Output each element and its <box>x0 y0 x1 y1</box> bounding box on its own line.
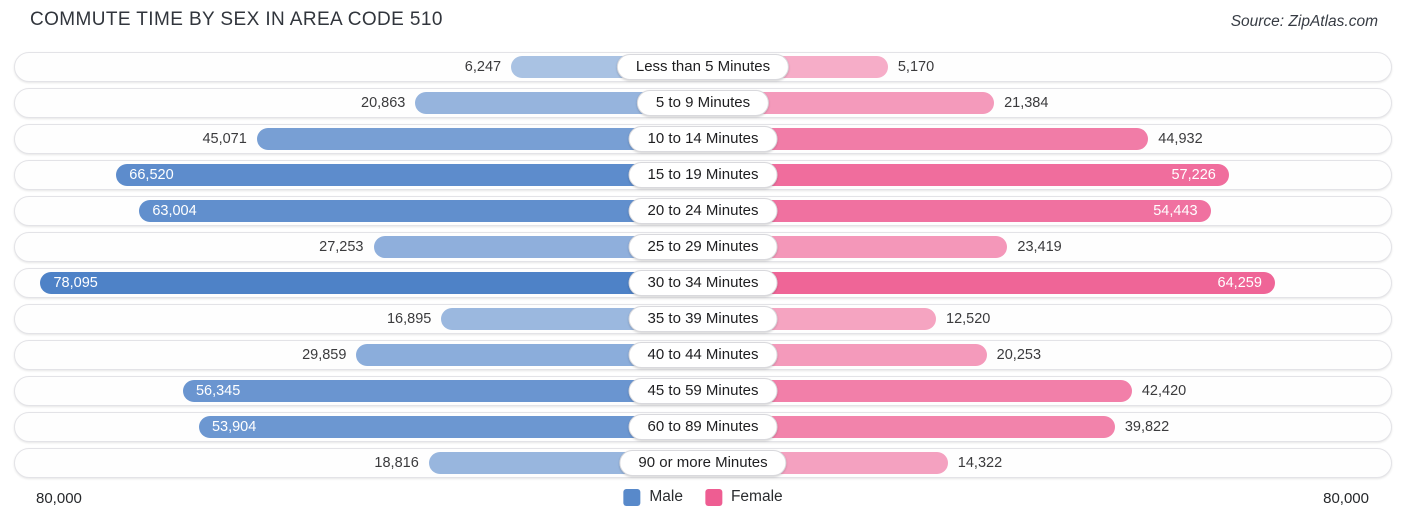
female-value-label: 20,253 <box>996 347 1042 363</box>
male-value-label: 56,345 <box>195 383 241 399</box>
female-value-label: 39,822 <box>1124 419 1170 435</box>
female-value-label: 44,932 <box>1158 131 1203 147</box>
category-pill: 25 to 29 Minutes <box>628 234 778 260</box>
category-pill: 40 to 44 Minutes <box>628 342 778 368</box>
chart-row: 66,520 57,226 15 to 19 Minutes <box>14 160 1392 190</box>
x-axis-max-right: 80,000 <box>1323 490 1369 507</box>
male-value-label: 6,247 <box>464 59 502 75</box>
female-bar: 54,443 <box>703 200 1211 222</box>
male-value-label: 78,095 <box>53 275 98 291</box>
male-bar <box>356 344 703 366</box>
male-bar: 56,345 <box>182 380 703 402</box>
chart-row: 53,904 39,822 60 to 89 Minutes <box>14 412 1392 442</box>
legend: Male Female <box>623 488 783 506</box>
male-value-label: 29,859 <box>302 347 347 363</box>
chart-header: COMMUTE TIME BY SEX IN AREA CODE 510 Sou… <box>0 0 1406 31</box>
female-bar <box>703 92 995 114</box>
category-pill: 35 to 39 Minutes <box>628 306 778 332</box>
male-bar: 63,004 <box>139 200 703 222</box>
male-bar: 53,904 <box>198 416 703 438</box>
female-value-label: 23,419 <box>1017 239 1062 255</box>
male-bar <box>256 128 703 150</box>
chart-row: 27,253 23,419 25 to 29 Minutes <box>14 232 1392 262</box>
female-value-label: 64,259 <box>1217 275 1262 291</box>
chart-row: 29,859 20,253 40 to 44 Minutes <box>14 340 1392 370</box>
male-value-label: 16,895 <box>386 311 432 327</box>
legend-item-male: Male <box>623 488 683 506</box>
female-value-label: 5,170 <box>897 59 935 75</box>
female-bar <box>703 380 1132 402</box>
pyramid-chart: 6,247 5,170 Less than 5 Minutes 20,863 21,38… <box>14 52 1392 484</box>
female-bar <box>703 236 1008 258</box>
legend-item-female: Female <box>704 488 783 506</box>
female-value-label: 42,420 <box>1141 383 1187 399</box>
female-value-label: 14,322 <box>957 455 1003 471</box>
female-bar <box>703 416 1115 438</box>
male-value-label: 45,071 <box>202 131 247 147</box>
male-legend-swatch <box>623 488 641 506</box>
female-value-label: 54,443 <box>1153 203 1198 219</box>
male-value-label: 53,904 <box>211 419 257 435</box>
female-value-label: 21,384 <box>1004 95 1049 111</box>
male-value-label: 63,004 <box>152 203 197 219</box>
x-axis-max-left: 80,000 <box>36 490 82 507</box>
chart-footer: 80,000 Male Female 80,000 <box>0 486 1406 516</box>
female-legend-swatch <box>704 488 722 506</box>
male-value-label: 18,816 <box>374 455 419 471</box>
male-value-label: 27,253 <box>319 239 364 255</box>
male-value-label: 66,520 <box>129 167 174 183</box>
chart-row: 63,004 54,443 20 to 24 Minutes <box>14 196 1392 226</box>
category-pill: 45 to 59 Minutes <box>628 378 778 404</box>
category-pill: 90 or more Minutes <box>619 450 787 476</box>
chart-row: 18,816 14,322 90 or more Minutes <box>14 448 1392 478</box>
chart-row: 6,247 5,170 Less than 5 Minutes <box>14 52 1392 82</box>
male-bar: 66,520 <box>116 164 703 186</box>
female-value-label: 57,226 <box>1171 167 1216 183</box>
male-bar <box>415 92 703 114</box>
chart-row: 56,345 42,420 45 to 59 Minutes <box>14 376 1392 406</box>
female-bar: 64,259 <box>703 272 1275 294</box>
category-pill: 30 to 34 Minutes <box>628 270 778 296</box>
male-bar <box>373 236 703 258</box>
female-value-label: 12,520 <box>946 311 991 327</box>
chart-row: 20,863 21,384 5 to 9 Minutes <box>14 88 1392 118</box>
chart-row: 78,095 64,259 30 to 34 Minutes <box>14 268 1392 298</box>
male-bar: 78,095 <box>40 272 703 294</box>
category-pill: 5 to 9 Minutes <box>636 90 770 116</box>
chart-row: 16,895 12,520 35 to 39 Minutes <box>14 304 1392 334</box>
female-legend-label: Female <box>730 488 783 505</box>
category-pill: 10 to 14 Minutes <box>628 126 778 152</box>
female-bar: 57,226 <box>703 164 1229 186</box>
category-pill: 20 to 24 Minutes <box>628 198 778 224</box>
category-pill: 15 to 19 Minutes <box>628 162 778 188</box>
category-pill: 60 to 89 Minutes <box>628 414 778 440</box>
chart-title: COMMUTE TIME BY SEX IN AREA CODE 510 <box>30 9 443 30</box>
source-attribution: Source: ZipAtlas.com <box>1230 13 1378 30</box>
chart-row: 45,071 44,932 10 to 14 Minutes <box>14 124 1392 154</box>
female-bar <box>703 128 1149 150</box>
category-pill: Less than 5 Minutes <box>616 54 790 80</box>
male-legend-label: Male <box>649 488 683 505</box>
male-value-label: 20,863 <box>361 95 406 111</box>
